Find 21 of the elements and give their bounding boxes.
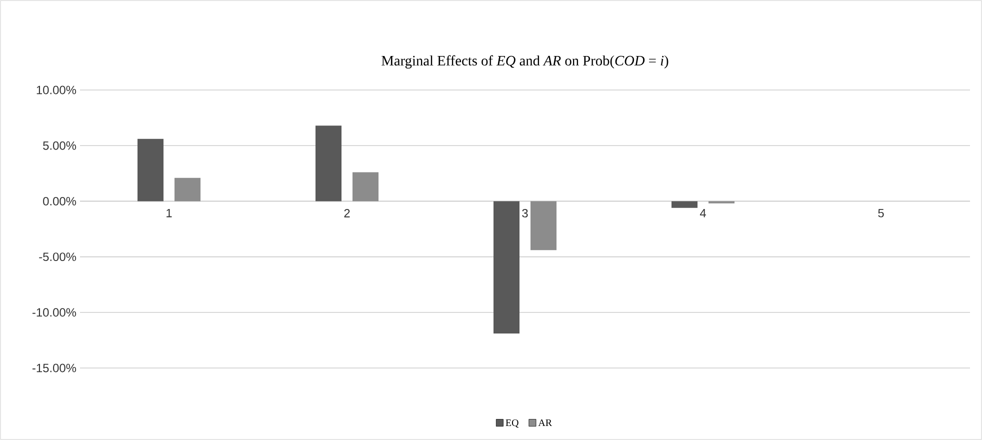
bar	[530, 201, 557, 250]
y-tick-label: 5.00%	[43, 141, 76, 150]
legend-label: AR	[538, 419, 552, 426]
bar	[352, 172, 379, 202]
legend-label: EQ	[506, 419, 519, 428]
y-tick-label: -10.00%	[32, 308, 76, 317]
bar	[672, 201, 698, 208]
y-tick-label: -15.00%	[32, 364, 76, 372]
x-tick-label: 4	[700, 208, 706, 218]
y-tick-label: -5.00%	[39, 252, 76, 262]
bar	[174, 178, 201, 202]
x-tick-label: 5	[878, 208, 884, 218]
y-tick-label: 0.00%	[43, 196, 76, 206]
y-tick-label: 10.00%	[36, 86, 76, 94]
chart-title: Marginal Effects of EQ and AR on Prob(COD = i)	[382, 55, 668, 68]
bar	[494, 201, 520, 334]
x-tick-label: 3	[522, 208, 528, 218]
x-tick-label: 1	[166, 208, 172, 218]
bar	[138, 138, 164, 202]
bar	[316, 126, 342, 202]
x-tick-label: 2	[344, 208, 350, 218]
